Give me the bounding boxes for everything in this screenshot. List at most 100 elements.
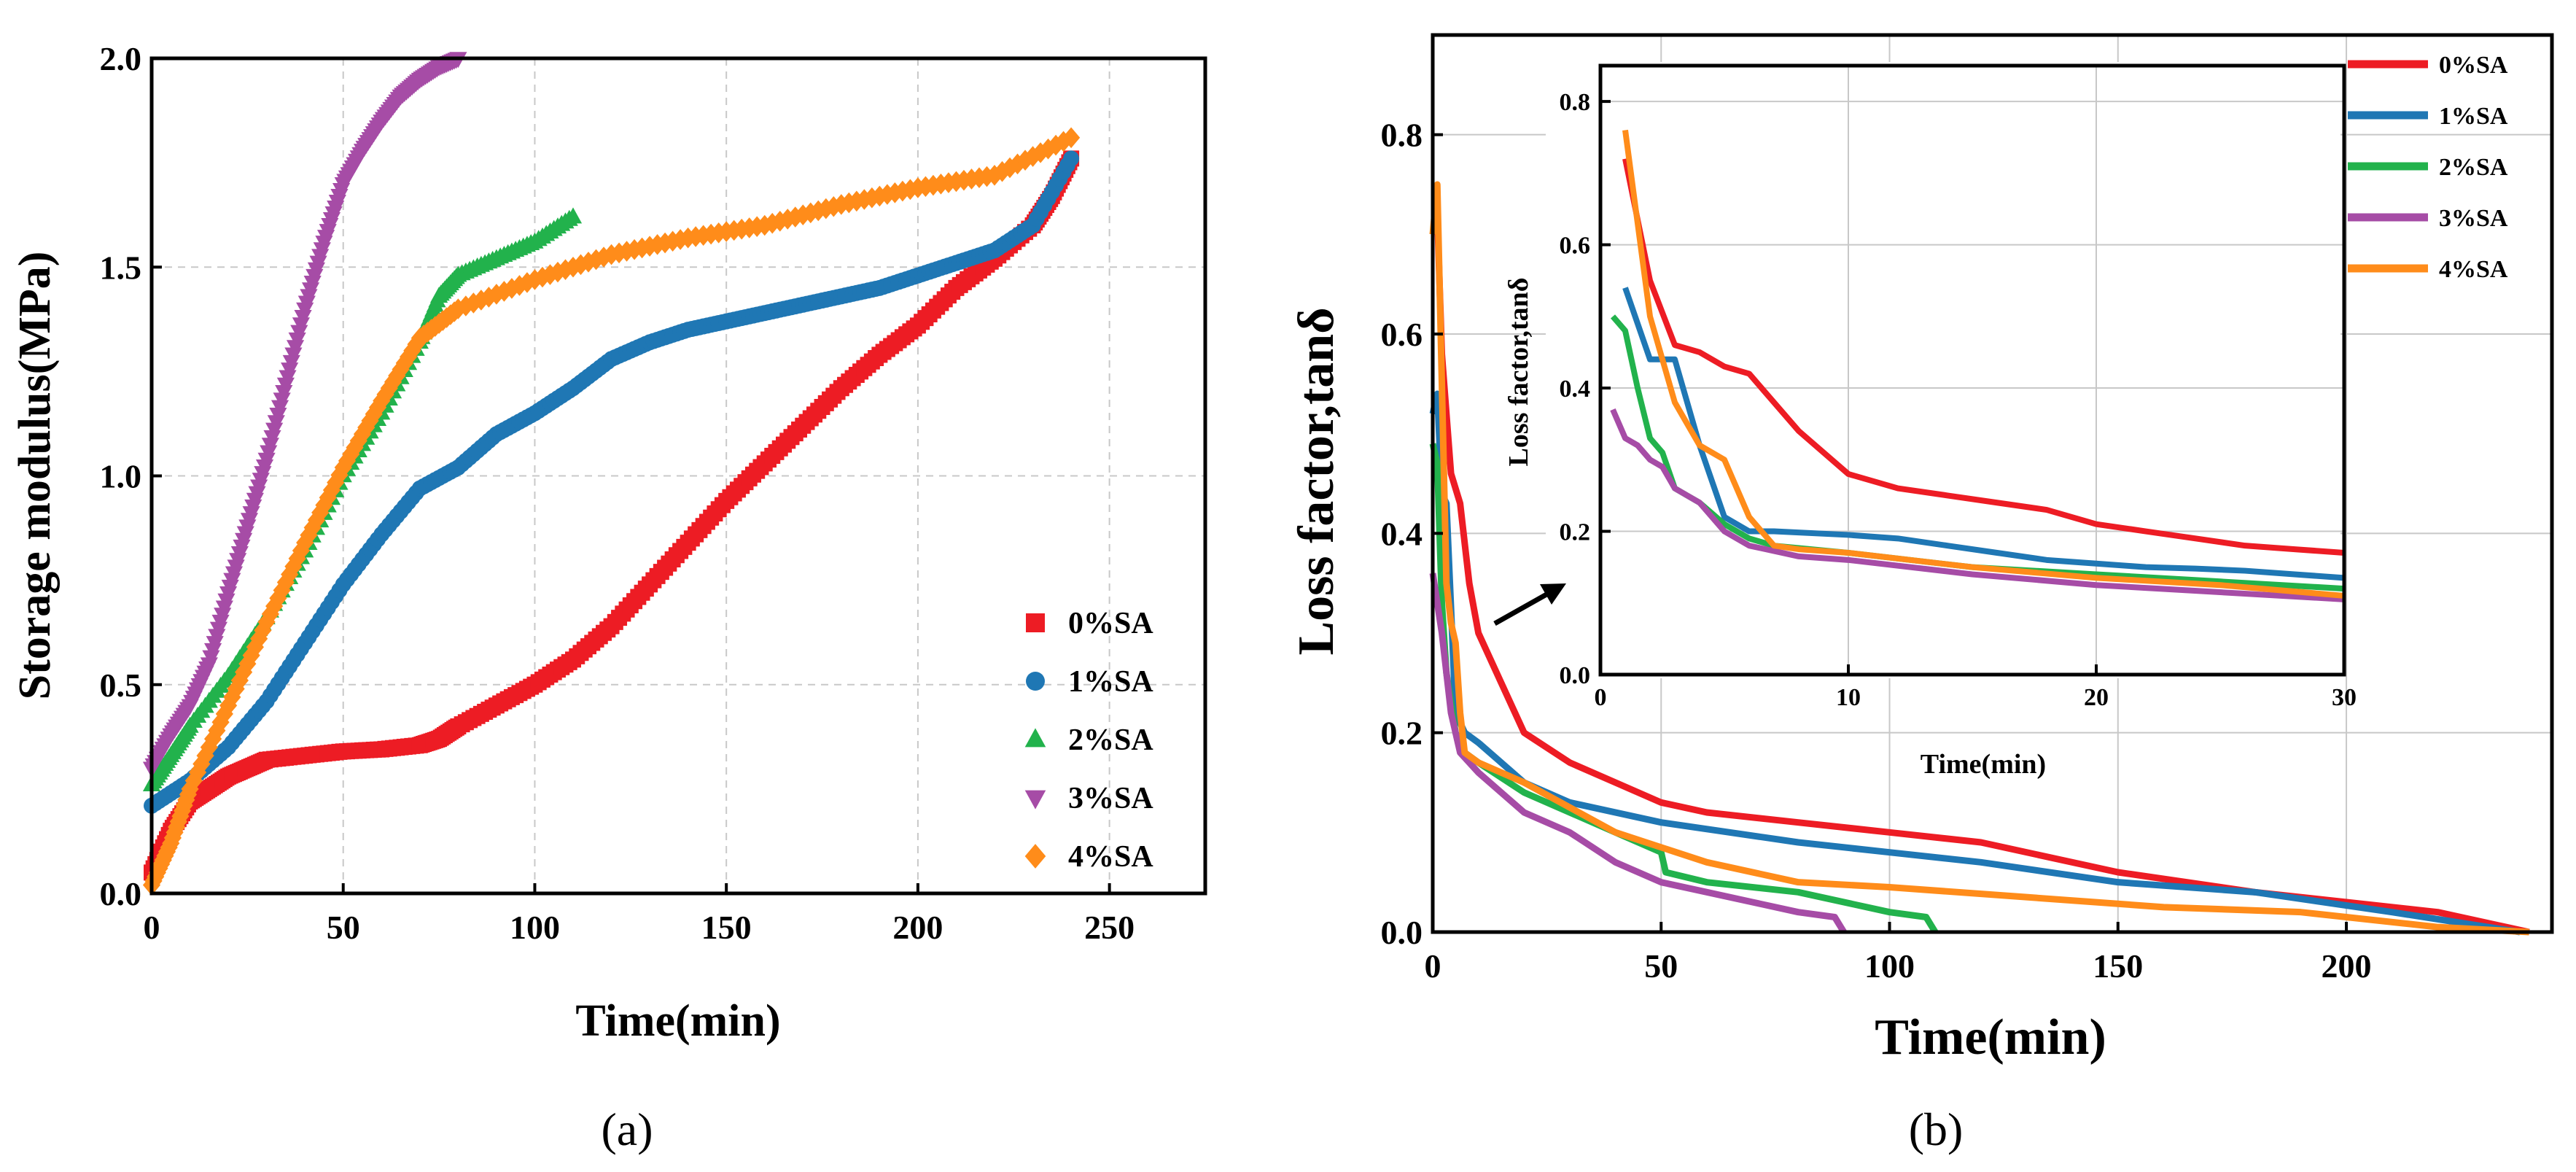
data-point [472, 290, 490, 311]
y-tick-label: 0.8 [1381, 117, 1423, 154]
series-line-3pct-sa [1429, 573, 1847, 934]
data-point [322, 479, 341, 501]
data-point [847, 190, 865, 212]
data-point [365, 403, 383, 425]
inset-y-axis-label: Loss factor,tanδ [1503, 278, 1534, 467]
data-point [267, 415, 285, 432]
series-1pct-sa [144, 150, 1080, 814]
grid-a [151, 58, 1205, 894]
legend-label: 4%SA [2439, 256, 2508, 283]
data-point [1024, 146, 1042, 167]
x-tick-label: 50 [1644, 947, 1678, 985]
x-tick-label: 150 [701, 909, 752, 946]
data-point [271, 400, 289, 416]
data-point [357, 416, 375, 438]
data-point [282, 354, 300, 371]
data-point [594, 247, 613, 268]
x-tick-label: 0 [144, 909, 160, 946]
data-point [368, 397, 387, 418]
data-point [526, 269, 544, 290]
data-point [311, 502, 330, 524]
data-point [260, 445, 278, 462]
legend-marker [1026, 672, 1045, 691]
x-tick-label: 200 [2322, 947, 2372, 985]
data-point [407, 333, 425, 355]
inset-x-axis-label: Time(min) [1921, 749, 2046, 780]
legend-label: 1%SA [2439, 103, 2508, 130]
data-point [985, 165, 1004, 186]
data-point [587, 249, 605, 271]
data-point [395, 352, 413, 374]
data-point [633, 237, 651, 259]
legend-label: 3%SA [2439, 205, 2508, 232]
inset-frame [1598, 63, 2346, 677]
legend-a: 0%SA 1%SA 2%SA 3%SA 4%SA [1024, 607, 1153, 874]
x-tick-label: 50 [327, 909, 360, 946]
data-point [288, 332, 306, 349]
y-tick-label: 0.2 [1381, 715, 1423, 752]
x-tick-label: 30 [2332, 684, 2357, 711]
x-tick-label: 20 [2084, 684, 2109, 711]
legend-marker [1024, 844, 1046, 869]
data-point [319, 486, 337, 508]
y-tick-label: 0.0 [1381, 914, 1423, 951]
inset-series-line-0pct-sa [1622, 158, 2345, 556]
data-point [184, 770, 203, 791]
legend-b: 0%SA 1%SA 2%SA 3%SA 4%SA [2348, 52, 2508, 283]
x-tick-label: 150 [2093, 947, 2143, 985]
data-point [1063, 150, 1080, 167]
y-tick-label: 0.4 [1381, 515, 1423, 552]
data-point [548, 261, 567, 283]
data-point [276, 377, 295, 394]
series-a [142, 52, 1081, 896]
data-point [292, 317, 311, 334]
caption-b: (b) [1909, 1103, 1964, 1155]
data-point [281, 362, 299, 379]
data-point [602, 244, 620, 265]
legend-marker [1024, 790, 1046, 810]
data-point [269, 407, 287, 424]
data-point [672, 229, 690, 250]
data-point [219, 695, 238, 716]
y-tick-label: 0.5 [100, 667, 142, 704]
data-point [541, 264, 559, 285]
data-point [284, 347, 303, 364]
y-tick-label: 0.2 [1560, 519, 1591, 546]
ticks-a: 0 50 100 150 200 250 0.0 0.5 1.0 1.5 2.0 [100, 40, 1135, 946]
data-point [211, 711, 230, 733]
data-point [290, 325, 308, 341]
data-point [1016, 150, 1035, 171]
data-point [518, 272, 537, 293]
y-axis-label-b: Loss factor,tanδ [1288, 307, 1345, 655]
y-tick-label: 0.8 [1560, 89, 1591, 116]
data-point [786, 206, 804, 228]
x-tick-label: 0 [1595, 684, 1607, 711]
data-point [495, 281, 513, 302]
x-axis-label-b: Time(min) [1875, 1009, 2106, 1066]
y-tick-label: 0.6 [1560, 233, 1591, 260]
x-tick-label: 200 [892, 909, 943, 946]
inset-pointer-arrow-icon [1493, 583, 1566, 626]
data-point [886, 182, 904, 203]
series-3pct-sa [142, 52, 467, 778]
data-point [755, 214, 774, 236]
inset-series-line-3pct-sa [1610, 408, 2345, 602]
x-axis-label-a: Time(min) [575, 996, 780, 1046]
data-point [250, 628, 268, 650]
inset-series-line-1pct-sa [1622, 287, 2345, 581]
data-point [564, 207, 583, 224]
data-point [353, 423, 372, 445]
x-tick-label: 10 [1836, 684, 1861, 711]
data-point [794, 204, 812, 225]
data-point [338, 450, 357, 472]
data-point [273, 580, 291, 601]
data-point [993, 160, 1011, 182]
y-tick-label: 2.0 [100, 40, 142, 77]
data-point [257, 452, 276, 469]
data-point [510, 275, 529, 296]
data-point [257, 611, 276, 633]
x-tick-label: 0 [1425, 947, 1441, 985]
legend-label: 4%SA [1068, 840, 1153, 874]
data-point [855, 189, 873, 210]
